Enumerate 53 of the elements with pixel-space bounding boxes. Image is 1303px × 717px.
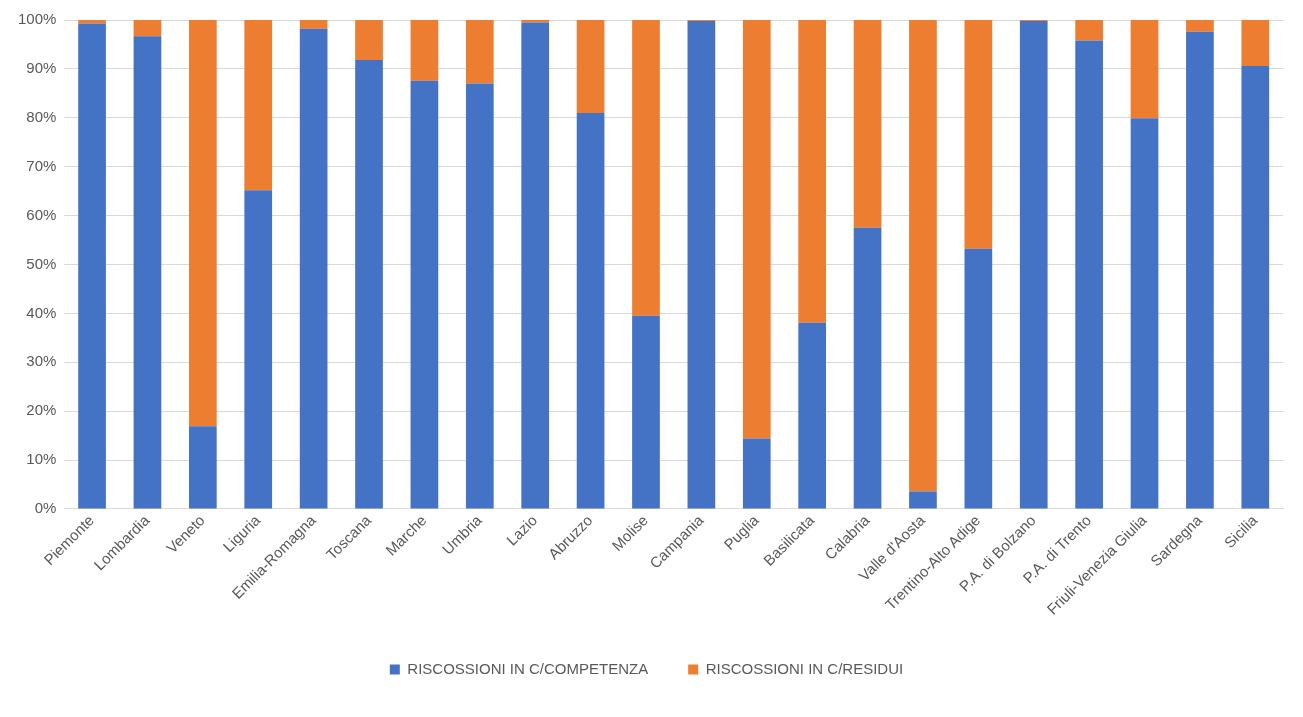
bar	[1130, 118, 1159, 509]
bar	[355, 20, 383, 61]
y-tick-label: 80%	[26, 107, 57, 125]
y-tick-label: 60%	[26, 205, 57, 223]
bar	[576, 112, 605, 509]
y-tick-label: 50%	[26, 254, 57, 272]
bar	[576, 20, 605, 113]
bar	[133, 20, 162, 37]
bar	[909, 491, 937, 509]
y-tick-label: 20%	[26, 401, 57, 419]
bar	[299, 20, 328, 29]
y-tick-label: 100%	[17, 10, 57, 28]
bar	[1186, 31, 1214, 509]
bar	[521, 22, 550, 509]
y-tick-label: 30%	[26, 352, 57, 370]
bar	[244, 190, 273, 509]
bar	[632, 20, 660, 316]
bar	[299, 28, 328, 509]
y-tick-label: 10%	[26, 450, 57, 468]
bar	[798, 20, 827, 323]
bar	[410, 80, 439, 509]
bar	[1186, 20, 1214, 32]
bar	[687, 20, 716, 509]
bar	[465, 20, 494, 84]
bar	[742, 438, 771, 509]
legend-label: RISCOSSIONI IN C/RESIDUI	[705, 659, 904, 677]
bar	[853, 20, 882, 228]
bar	[465, 83, 494, 509]
bar	[189, 426, 217, 509]
y-tick-label: 0%	[34, 499, 57, 517]
bar	[964, 248, 993, 509]
bar	[1019, 20, 1048, 509]
bar	[964, 20, 993, 249]
bar	[355, 60, 383, 509]
bar	[742, 20, 771, 439]
bar	[1241, 65, 1270, 509]
bar	[1130, 20, 1159, 119]
y-tick-label: 40%	[26, 303, 57, 321]
bar	[1075, 20, 1103, 41]
y-tick-label: 90%	[26, 59, 57, 77]
bar	[1075, 40, 1103, 509]
y-tick-label: 70%	[26, 156, 57, 174]
bar	[853, 227, 882, 509]
bar	[909, 20, 937, 492]
bar	[1241, 20, 1270, 66]
bar	[798, 322, 827, 509]
legend-label: RISCOSSIONI IN C/COMPETENZA	[407, 659, 649, 677]
bar	[78, 23, 106, 509]
bar	[189, 20, 217, 427]
bar	[632, 315, 660, 509]
bar	[244, 20, 273, 191]
bar	[133, 36, 162, 509]
bar	[410, 20, 439, 81]
